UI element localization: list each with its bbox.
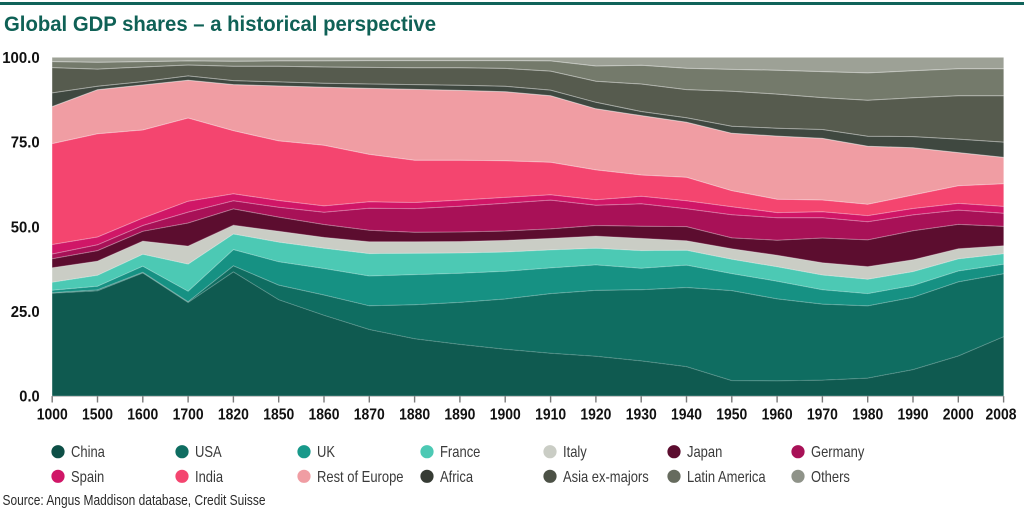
svg-text:Rest of Europe: Rest of Europe (317, 469, 404, 486)
svg-text:Germany: Germany (811, 444, 864, 461)
svg-text:Source: Angus Maddison databas: Source: Angus Maddison database, Credit … (3, 492, 266, 509)
svg-text:25.0: 25.0 (11, 304, 40, 321)
svg-text:Africa: Africa (440, 469, 473, 486)
svg-text:2008: 2008 (986, 407, 1017, 424)
svg-text:100.0: 100.0 (2, 50, 40, 67)
svg-text:0.0: 0.0 (19, 389, 39, 406)
svg-text:50.0: 50.0 (11, 219, 40, 236)
svg-text:1930: 1930 (626, 407, 657, 424)
svg-text:1000: 1000 (37, 407, 68, 424)
svg-text:Global GDP shares – a historic: Global GDP shares – a historical perspec… (4, 13, 436, 36)
svg-text:1890: 1890 (444, 407, 475, 424)
svg-text:75.0: 75.0 (11, 135, 40, 152)
svg-text:1860: 1860 (309, 407, 340, 424)
svg-text:1960: 1960 (762, 407, 793, 424)
svg-text:1910: 1910 (535, 407, 566, 424)
svg-text:1700: 1700 (173, 407, 204, 424)
svg-text:1990: 1990 (898, 407, 929, 424)
svg-text:UK: UK (317, 444, 335, 461)
svg-text:1980: 1980 (852, 407, 883, 424)
svg-text:1940: 1940 (671, 407, 702, 424)
svg-text:1950: 1950 (716, 407, 747, 424)
svg-text:1850: 1850 (263, 407, 294, 424)
svg-text:China: China (71, 444, 105, 461)
svg-text:1920: 1920 (580, 407, 611, 424)
svg-text:Spain: Spain (71, 469, 104, 486)
svg-text:1500: 1500 (82, 407, 113, 424)
svg-text:1900: 1900 (490, 407, 521, 424)
svg-text:Asia ex-majors: Asia ex-majors (563, 469, 649, 486)
svg-text:1970: 1970 (807, 407, 838, 424)
svg-text:Italy: Italy (563, 444, 587, 461)
svg-text:Latin America: Latin America (687, 469, 766, 486)
svg-text:1870: 1870 (354, 407, 385, 424)
svg-text:2000: 2000 (943, 407, 974, 424)
svg-text:India: India (195, 469, 223, 486)
svg-text:1880: 1880 (399, 407, 430, 424)
svg-text:1820: 1820 (218, 407, 249, 424)
svg-text:1600: 1600 (127, 407, 158, 424)
svg-text:USA: USA (195, 444, 222, 461)
svg-text:Japan: Japan (687, 444, 722, 461)
svg-text:Others: Others (811, 469, 850, 486)
svg-text:France: France (440, 444, 480, 461)
